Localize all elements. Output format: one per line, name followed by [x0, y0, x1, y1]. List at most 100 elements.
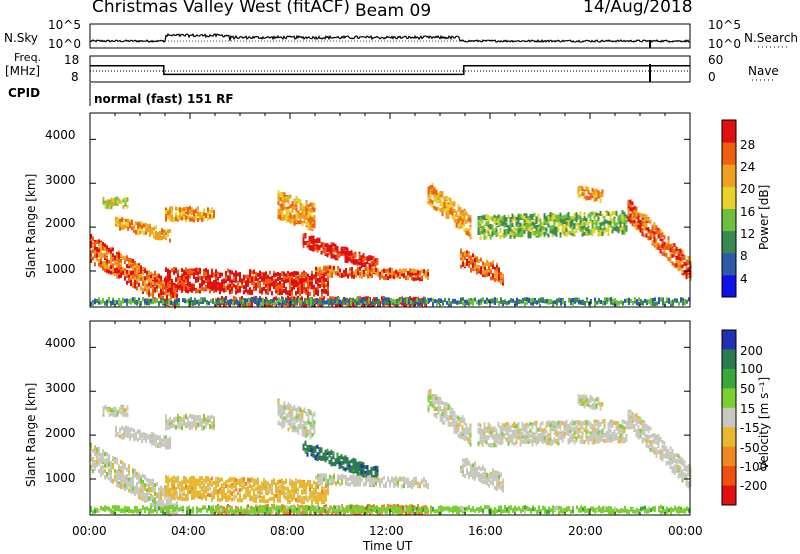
rti-cell — [154, 502, 156, 507]
rti-cell — [106, 265, 108, 270]
rti-cell — [331, 265, 333, 270]
rti-cell — [629, 207, 632, 212]
rti-cell — [610, 297, 612, 302]
rti-cell — [295, 278, 297, 283]
rti-cell — [493, 220, 496, 225]
rti-cell — [166, 297, 168, 302]
rti-cell — [319, 296, 321, 301]
rti-cell — [114, 261, 116, 266]
rti-cell — [345, 268, 347, 272]
rti-cell — [186, 299, 188, 304]
rti-cell — [277, 272, 279, 276]
rti-cell — [138, 299, 140, 304]
rti-cell — [142, 474, 144, 478]
rti-cell — [668, 299, 670, 304]
rti-cell — [557, 221, 560, 226]
rti-cell — [319, 277, 321, 282]
rti-cell — [171, 268, 173, 273]
rti-cell — [269, 287, 271, 292]
rti-cell — [623, 219, 626, 224]
rti-cell — [167, 229, 169, 234]
rti-cell — [639, 220, 642, 224]
rti-cell — [465, 219, 468, 224]
rti-cell — [259, 270, 261, 275]
rti-cell — [483, 231, 486, 236]
rti-cell — [305, 211, 308, 216]
rti-cell — [108, 259, 110, 264]
rti-cell — [127, 223, 129, 228]
rti-cell — [482, 270, 484, 275]
rti-cell — [619, 214, 622, 219]
rti-cell — [330, 241, 333, 246]
rti-cell — [429, 198, 432, 203]
rti-cell — [193, 212, 195, 216]
rti-cell — [397, 272, 399, 277]
rti-cell — [571, 226, 574, 231]
rti-cell — [407, 276, 409, 280]
rti-cell — [597, 231, 600, 236]
rti-cell — [138, 267, 140, 272]
rti-cell — [345, 272, 347, 277]
rti-cell — [116, 476, 118, 481]
rti-cell — [445, 214, 448, 219]
rti-cell — [237, 272, 239, 277]
rti-cell — [228, 302, 230, 307]
rti-cell — [171, 214, 173, 219]
rti-cell — [305, 302, 307, 307]
rti-cell — [455, 221, 458, 226]
rti-cell — [183, 287, 185, 292]
rti-cell — [118, 198, 121, 203]
rti-cell — [201, 215, 203, 220]
rti-cell — [623, 216, 626, 221]
rti-cell — [477, 216, 480, 220]
rti-cell — [317, 292, 319, 296]
rti-cell — [543, 218, 546, 223]
rti-cell — [146, 483, 148, 488]
rti-cell — [249, 269, 251, 274]
rti-cell — [211, 269, 213, 274]
rti-cell — [547, 233, 550, 238]
rti-cell — [609, 218, 612, 223]
rti-cell — [326, 247, 329, 252]
rti-cell — [210, 299, 212, 303]
rti-cell — [605, 212, 608, 217]
rti-cell — [503, 220, 506, 225]
rti-cell — [324, 300, 326, 305]
rti-cell — [193, 215, 195, 220]
rti-cell — [106, 199, 109, 204]
rti-cell — [368, 255, 371, 259]
rti-cell — [356, 259, 359, 264]
rti-cell — [364, 263, 367, 268]
rti-cell — [126, 204, 129, 209]
rti-cell — [183, 210, 185, 215]
rti-cell — [587, 229, 590, 234]
rti-cell — [119, 218, 121, 223]
rti-cell — [665, 253, 668, 257]
rti-cell — [160, 283, 162, 288]
rti-cell — [141, 221, 143, 226]
rti-cell — [291, 287, 293, 292]
rti-cell — [130, 270, 132, 275]
rti-cell — [126, 256, 128, 260]
rti-cell — [366, 256, 369, 261]
rti-cell — [545, 231, 548, 236]
rti-cell — [142, 289, 144, 294]
rti-cell — [179, 209, 181, 214]
rti-cell — [187, 215, 189, 220]
rti-cell — [620, 300, 622, 305]
rti-cell — [343, 269, 345, 274]
rti-cell — [98, 469, 100, 474]
rti-cell — [187, 208, 189, 213]
rti-cell — [496, 277, 498, 282]
rti-cell — [158, 494, 160, 499]
rti-cell — [427, 200, 430, 205]
rti-cell — [687, 267, 690, 272]
rti-cell — [351, 267, 353, 271]
rti-cell — [265, 283, 267, 288]
rti-cell — [247, 281, 249, 286]
rti-cell — [627, 217, 630, 222]
rti-cell — [134, 284, 136, 289]
rti-cell — [156, 482, 158, 486]
rti-cell — [277, 201, 280, 206]
rti-cell — [449, 197, 452, 202]
